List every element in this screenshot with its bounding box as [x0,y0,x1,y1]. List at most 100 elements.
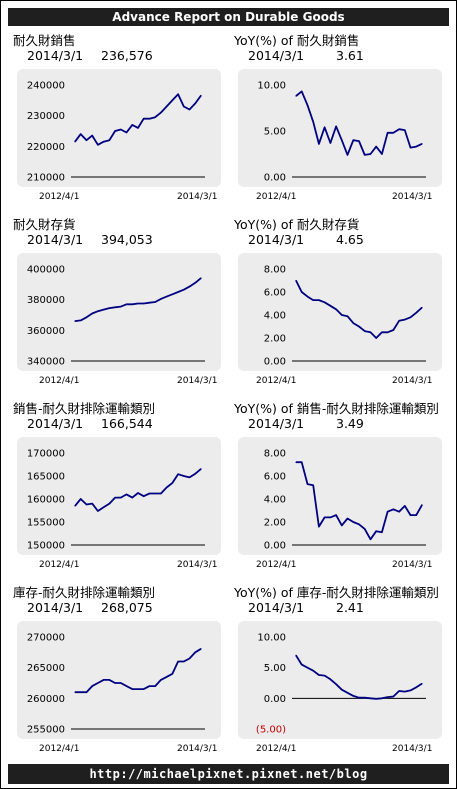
data-point [125,685,128,687]
data-point [200,468,202,470]
data-point [375,698,377,700]
data-point [177,473,179,475]
data-point [143,302,145,305]
data-point [80,691,82,693]
data-point [85,691,88,693]
data-point [154,301,156,303]
data-point [125,493,128,495]
data-point [85,139,88,141]
data-point [421,682,423,685]
data-point [329,305,331,307]
data-point [91,503,93,505]
data-point [183,475,185,477]
y-tick-label: 5.00 [264,663,286,674]
data-point [183,105,185,108]
y-tick-label: 0.00 [264,173,286,184]
data-point [369,331,372,333]
data-point [103,506,105,508]
data-point [364,154,366,156]
x-start-label: 2012/4/1 [39,192,80,202]
data-point [171,99,173,101]
x-start-label: 2012/4/1 [256,560,297,570]
data-point [137,688,139,690]
latest-value: 3.49 [336,416,364,431]
data-point [398,511,400,513]
data-point [387,511,389,513]
data-point [318,299,320,301]
y-tick-label: 160000 [27,495,65,506]
data-point [415,514,417,516]
data-point [160,679,162,681]
data-point [369,153,372,155]
line-chart: 0.00 2.00 4.00 6.00 8.00 [238,253,442,371]
data-point [166,486,168,489]
data-point [120,497,122,499]
y-tick-label: 265000 [27,663,65,674]
y-tick-label: 255000 [27,725,65,736]
y-tick-label: 400000 [27,265,65,276]
data-point [369,538,372,540]
data-point [177,93,179,95]
data-point [154,116,156,118]
data-point [160,112,162,114]
chart-title: YoY(%) of 銷售-耐久財排除運輸類別 [234,401,439,416]
data-point [171,673,173,675]
data-point [421,143,423,145]
data-point [392,132,394,134]
latest-date: 2014/3/1 [248,48,305,63]
data-point [188,286,191,288]
blog-url[interactable]: http://michaelpixnet.pixnet.net/blog [8,764,449,784]
latest-date: 2014/3/1 [27,232,84,247]
data-point [295,95,297,97]
data-point [346,692,349,694]
latest-date: 2014/3/1 [248,232,305,247]
data-point [409,146,412,149]
x-start-label: 2012/4/1 [39,560,80,570]
data-point [381,331,383,333]
plot-background [238,621,442,739]
data-point [177,291,179,293]
y-tick-label: 165000 [27,472,65,483]
data-point [188,476,191,478]
data-point [120,305,122,308]
data-point [171,482,173,484]
data-point [324,301,326,303]
data-point [80,498,82,500]
data-point [188,657,191,660]
data-point [97,510,99,512]
x-start-label: 2012/4/1 [256,744,297,754]
data-point [341,524,343,527]
y-tick-label: 8.00 [264,265,286,276]
data-point [188,108,191,111]
data-point [114,130,116,132]
data-point [335,308,337,310]
line-chart: 150000 155000 160000 165000 170000 [17,437,221,555]
y-tick-label: 2.00 [264,334,286,345]
data-point [398,320,400,322]
y-tick-label: 5.00 [264,127,286,138]
data-point [183,289,185,291]
data-point [143,118,145,120]
y-tick-label: 4.00 [264,495,286,506]
x-end-label: 2014/3/1 [177,560,218,570]
data-point [103,309,105,311]
data-point [404,505,406,507]
data-point [358,325,360,328]
data-point [154,685,156,687]
data-point [335,683,337,685]
chart-panel-5: 銷售-耐久財排除運輸類別 2014/3/1 166,544 150000 155000 1… [9,397,228,577]
data-point [80,319,82,321]
data-point [398,690,400,692]
x-end-label: 2014/3/1 [177,192,218,202]
data-point [387,696,389,698]
data-point [324,675,326,677]
line-chart: 255000 260000 265000 270000 [17,621,221,739]
x-start-label: 2012/4/1 [39,376,80,386]
data-point [301,664,303,666]
data-point [329,142,331,144]
data-point [166,105,168,108]
data-point [404,319,406,321]
latest-value: 268,075 [101,600,153,615]
data-point [387,331,389,333]
latest-value: 394,053 [101,232,153,247]
